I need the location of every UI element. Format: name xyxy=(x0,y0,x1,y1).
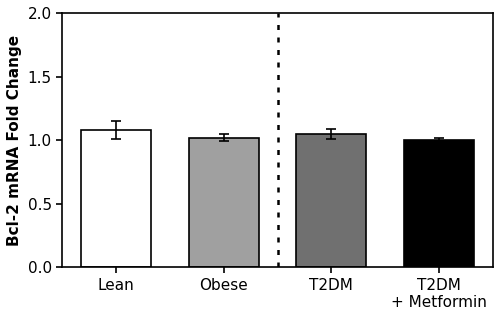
Bar xyxy=(81,130,151,267)
Y-axis label: Bcl-2 mRNA Fold Change: Bcl-2 mRNA Fold Change xyxy=(7,35,22,246)
Bar xyxy=(188,138,258,267)
Bar xyxy=(404,140,474,267)
Bar xyxy=(296,134,366,267)
